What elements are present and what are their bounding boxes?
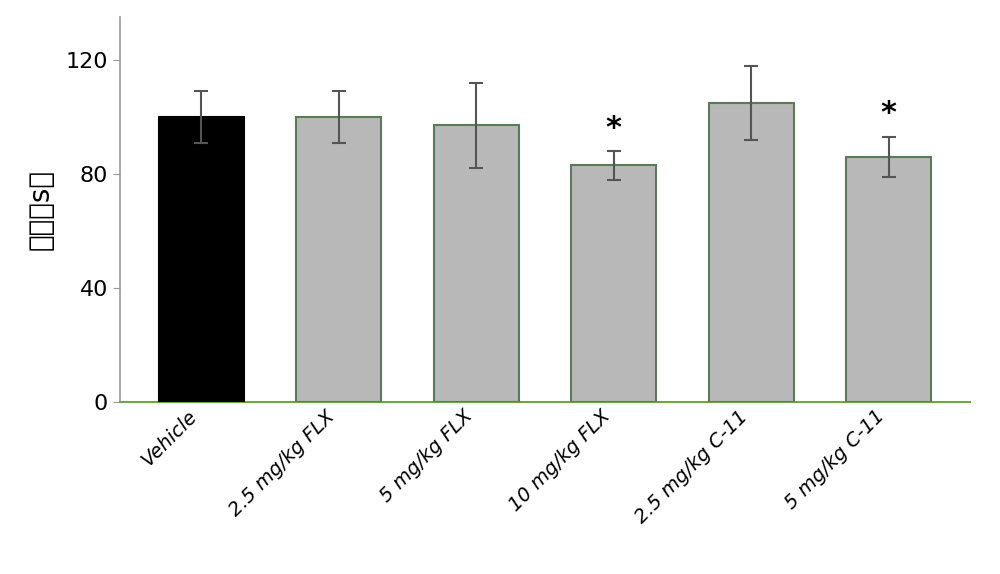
Bar <box>846 157 931 402</box>
Bar <box>709 103 794 402</box>
Bar <box>571 165 656 402</box>
Bar <box>159 117 244 402</box>
Bar <box>434 126 519 402</box>
Text: *: * <box>881 99 897 129</box>
Bar <box>296 117 381 402</box>
Text: *: * <box>606 114 622 142</box>
Y-axis label: 静止（s）: 静止（s） <box>27 169 55 250</box>
